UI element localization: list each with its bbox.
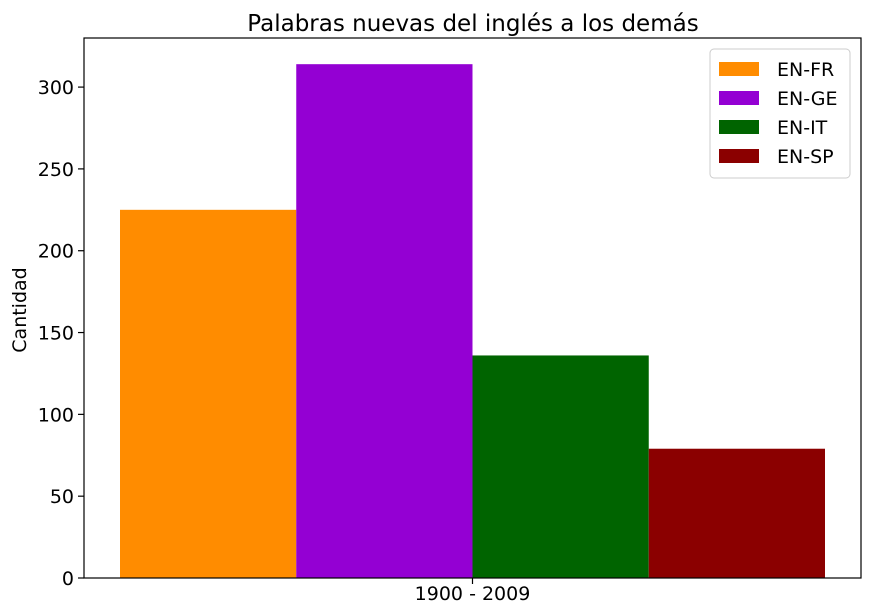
- legend-swatch: [719, 120, 759, 134]
- bar-en-ge: [296, 64, 473, 578]
- legend-label: EN-IT: [777, 117, 828, 139]
- chart-title: Palabras nuevas del inglés a los demás: [247, 11, 698, 37]
- bar-en-sp: [648, 448, 825, 578]
- bar-en-it: [472, 355, 649, 578]
- x-tick-label: 1900 - 2009: [415, 583, 531, 605]
- legend-label: EN-SP: [777, 146, 834, 168]
- bar-en-fr: [120, 209, 297, 578]
- legend-box: [709, 48, 851, 179]
- legend-label: EN-FR: [777, 59, 834, 81]
- plot-frame: [83, 37, 862, 579]
- y-tick-label: 150: [38, 323, 74, 345]
- legend-swatch: [719, 62, 759, 76]
- legend: EN-FR EN-GE EN-IT EN-SP: [709, 48, 851, 179]
- y-tick-label: 0: [62, 568, 74, 590]
- legend-label: EN-GE: [777, 88, 838, 110]
- y-axis: 0 50 100 150 200 250 300: [38, 77, 84, 590]
- y-tick-label: 300: [38, 77, 74, 99]
- legend-swatch: [719, 91, 759, 105]
- x-axis: 1900 - 2009: [415, 578, 531, 605]
- legend-swatch: [719, 149, 759, 163]
- y-tick-label: 100: [38, 404, 74, 426]
- y-tick-label: 50: [50, 486, 74, 508]
- y-axis-label: Cantidad: [9, 267, 31, 352]
- y-tick-label: 200: [38, 241, 74, 263]
- bars-group: [120, 64, 825, 578]
- y-tick-label: 250: [38, 159, 74, 181]
